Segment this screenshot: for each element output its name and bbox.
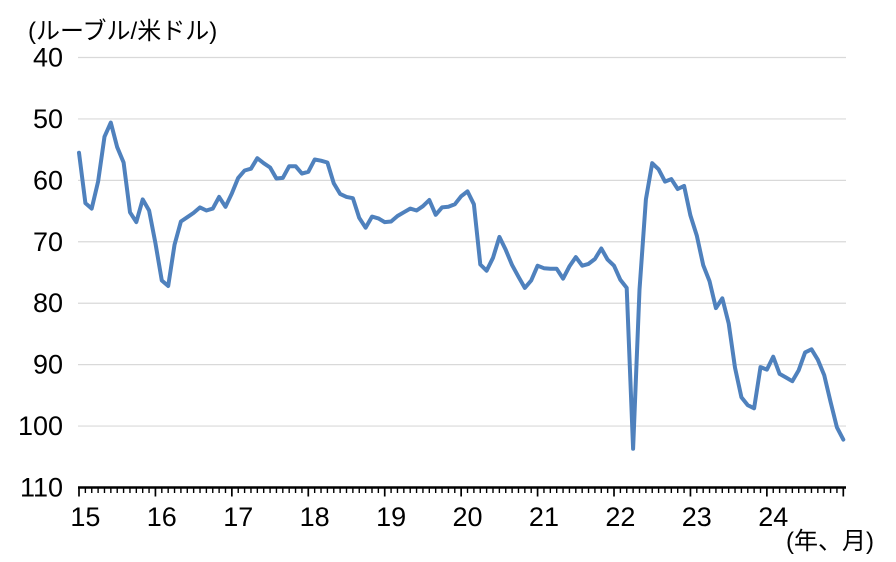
y-axis-label: 90 xyxy=(33,350,63,380)
x-axis-label: 17 xyxy=(223,502,253,532)
y-axis-label: 80 xyxy=(33,288,63,318)
y-axis-label: 50 xyxy=(33,104,63,134)
y-axis-label: 110 xyxy=(20,473,63,503)
x-axis-label: 19 xyxy=(376,502,406,532)
x-axis-label: 15 xyxy=(70,502,100,532)
x-axis-label: 16 xyxy=(147,502,177,532)
x-axis-label: 20 xyxy=(452,502,482,532)
x-axis-label: 21 xyxy=(529,502,559,532)
y-axis-unit-label: (ルーブル/米ドル) xyxy=(28,18,217,45)
x-axis-caption: (年、月) xyxy=(786,528,874,555)
y-axis-label: 70 xyxy=(33,227,63,257)
y-axis-label: 60 xyxy=(33,165,63,195)
y-axis-label: 40 xyxy=(33,43,63,73)
y-axis-label: 100 xyxy=(18,411,63,441)
x-axis-label: 22 xyxy=(605,502,635,532)
x-axis-label: 23 xyxy=(682,502,712,532)
series-line xyxy=(77,120,846,451)
x-axis-label: 24 xyxy=(758,502,788,532)
x-axis-label: 18 xyxy=(300,502,330,532)
